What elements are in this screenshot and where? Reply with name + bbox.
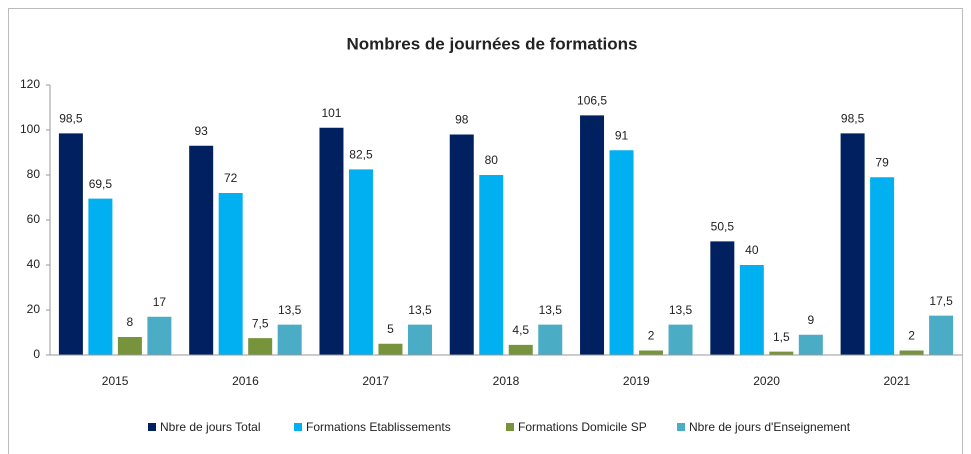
bar: [899, 350, 924, 355]
legend-label: Nbre de jours d'Enseignement: [689, 420, 851, 434]
data-label: 98: [455, 113, 469, 127]
chart-frame: [8, 8, 963, 454]
data-label: 80: [485, 153, 499, 167]
data-label: 93: [194, 124, 208, 138]
bar: [798, 334, 823, 355]
bar: [639, 350, 664, 355]
data-label: 13,5: [278, 303, 302, 317]
bar: [248, 338, 273, 355]
data-label: 79: [875, 155, 889, 169]
y-tick-label: 60: [27, 212, 41, 226]
y-tick-label: 40: [27, 257, 41, 271]
data-label: 1,5: [773, 330, 790, 344]
data-label: 17,5: [929, 294, 953, 308]
bar: [710, 241, 735, 355]
data-label: 13,5: [539, 303, 563, 317]
y-tick-label: 20: [27, 302, 41, 316]
x-tick-label: 2016: [232, 374, 259, 388]
bar: [929, 315, 954, 355]
data-label: 17: [153, 295, 167, 309]
data-label: 98,5: [841, 112, 865, 126]
data-label: 82,5: [349, 148, 373, 162]
bar: [668, 324, 693, 355]
bar: [88, 198, 113, 355]
data-label: 2: [908, 329, 915, 343]
bar: [508, 344, 533, 355]
data-label: 4,5: [512, 323, 529, 337]
data-label: 13,5: [408, 303, 432, 317]
bar: [378, 343, 403, 355]
legend-label: Formations Etablissements: [306, 420, 451, 434]
legend-swatch: [677, 423, 685, 431]
legend-swatch: [148, 423, 156, 431]
legend-label: Nbre de jours Total: [160, 420, 261, 434]
data-label: 5: [387, 322, 394, 336]
bar: [840, 133, 865, 355]
bar: [189, 145, 214, 355]
data-label: 40: [745, 243, 759, 257]
bar: [609, 150, 634, 355]
data-label: 9: [807, 313, 814, 327]
bar: [580, 115, 605, 355]
y-tick-label: 100: [20, 122, 40, 136]
y-tick-label: 120: [20, 77, 40, 91]
bar: [449, 134, 474, 355]
data-label: 91: [615, 128, 629, 142]
legend-swatch: [294, 423, 302, 431]
data-label: 106,5: [577, 94, 607, 108]
data-label: 50,5: [711, 220, 735, 234]
data-label: 101: [321, 106, 341, 120]
data-label: 8: [127, 315, 134, 329]
chart-title: Nombres de journées de formations: [347, 34, 638, 53]
bar: [319, 127, 344, 355]
bar: [739, 265, 764, 355]
bar: [870, 177, 895, 355]
x-tick-label: 2019: [623, 374, 650, 388]
bar: [538, 324, 563, 355]
data-label: 7,5: [252, 316, 269, 330]
bar: [769, 351, 794, 355]
legend-label: Formations Domicile SP: [518, 420, 647, 434]
data-label: 2: [648, 329, 655, 343]
x-tick-label: 2020: [753, 374, 780, 388]
y-tick-label: 80: [27, 167, 41, 181]
bar: [277, 324, 302, 355]
data-label: 98,5: [59, 112, 83, 126]
data-label: 13,5: [669, 303, 693, 317]
x-tick-label: 2017: [362, 374, 389, 388]
x-tick-label: 2015: [102, 374, 129, 388]
y-tick-label: 0: [33, 347, 40, 361]
data-label: 72: [224, 171, 238, 185]
bar: [218, 193, 243, 355]
legend-swatch: [506, 423, 514, 431]
data-label: 69,5: [89, 177, 113, 191]
bar: [348, 169, 373, 355]
x-tick-label: 2018: [493, 374, 520, 388]
x-tick-label: 2021: [884, 374, 911, 388]
bar: [147, 316, 172, 355]
bar: [479, 175, 504, 355]
bar: [407, 324, 432, 355]
bar: [58, 133, 83, 355]
bar: [117, 337, 142, 355]
